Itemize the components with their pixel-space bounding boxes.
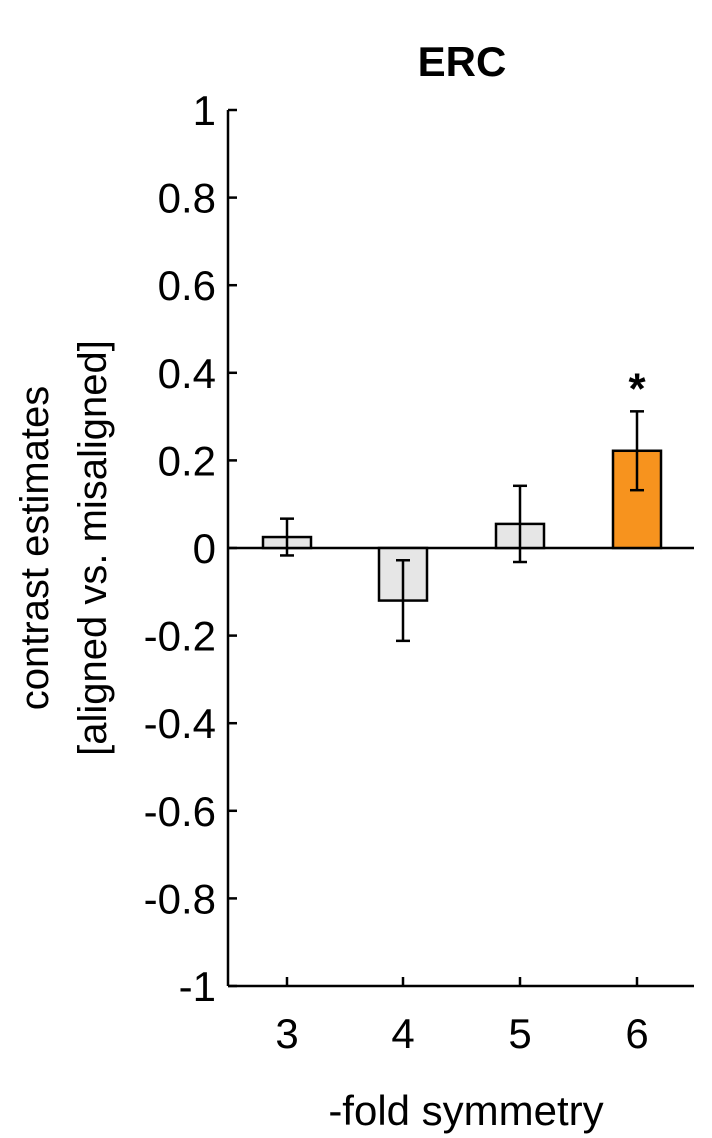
y-axis-label-line-1: contrast estimates	[13, 386, 57, 711]
x-tick-label: 5	[508, 1010, 531, 1057]
chart-title: ERC	[418, 38, 507, 85]
y-tick-label: 0.6	[158, 262, 216, 309]
significance-markers: *	[628, 364, 646, 413]
y-tick-label: 0.4	[158, 350, 216, 397]
y-axis-label-line-2: [aligned vs. misaligned]	[71, 340, 115, 756]
error-bars	[280, 410, 644, 643]
y-tick-label: -1	[179, 963, 216, 1010]
bars	[261, 449, 663, 602]
x-axis-label: -fold symmetry	[328, 1087, 603, 1134]
y-tick-label: 1	[193, 87, 216, 134]
significance-asterisk: *	[628, 364, 646, 413]
y-tick-label: -0.8	[144, 875, 216, 922]
y-tick-label: 0	[193, 525, 216, 572]
y-axis: 1 0.8 0.6 0.4 0.2 0 -0.2 -0.4 -0.6 -0.8 -1	[144, 87, 237, 1010]
y-tick-label: 0.8	[158, 175, 216, 222]
y-tick-label: -0.4	[144, 700, 216, 747]
y-tick-label: -0.2	[144, 613, 216, 660]
y-axis-label: contrast estimates [aligned vs. misalign…	[13, 340, 115, 756]
y-tick-label: -0.6	[144, 788, 216, 835]
x-axis: 3 4 5 6	[228, 546, 694, 1057]
x-tick-label: 4	[391, 1010, 414, 1057]
y-tick-label: 0.2	[158, 437, 216, 484]
x-tick-label: 6	[625, 1010, 648, 1057]
x-tick-label: 3	[275, 1010, 298, 1057]
